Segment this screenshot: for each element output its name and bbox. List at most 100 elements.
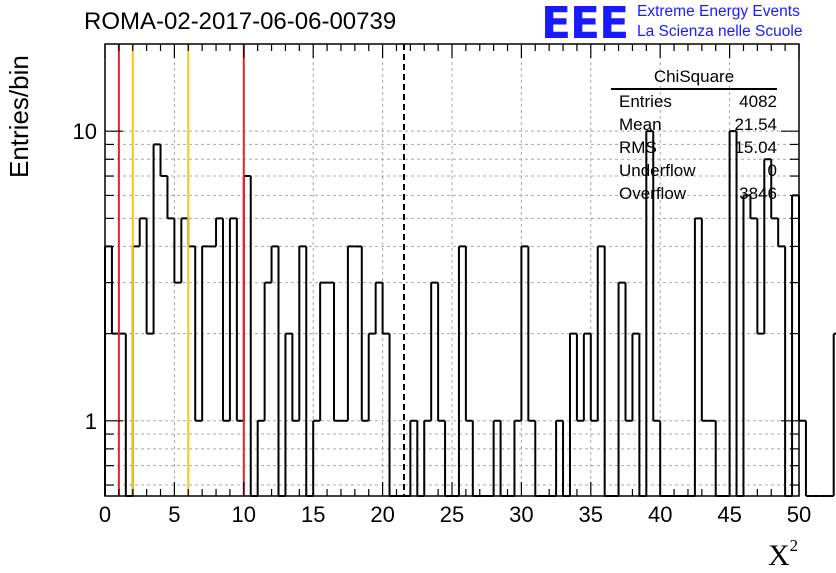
histogram-bin (221, 218, 230, 422)
histogram-bin (298, 245, 307, 421)
histogram-bin (568, 332, 577, 496)
histogram-bin (104, 245, 112, 496)
eee-logo: EEE (541, 0, 629, 49)
histogram-bin (492, 419, 501, 496)
logo-line-2: La Scienza nelle Scuole (637, 23, 803, 40)
histogram-bin (319, 281, 328, 421)
stats-value: 4082 (739, 92, 777, 111)
stats-row-underflow: Underflow 0 (611, 159, 777, 182)
stats-row-overflow: Overflow 3846 (611, 182, 777, 205)
x-tick-label: 50 (787, 502, 811, 527)
stats-row-entries: Entries 4082 (611, 90, 777, 113)
histogram-bin (256, 419, 265, 496)
histogram-bin (367, 332, 376, 421)
histogram-layer (104, 130, 836, 497)
stats-value: 21.54 (734, 115, 777, 134)
stats-value: 0 (767, 161, 777, 180)
histogram-bin (791, 194, 799, 496)
histogram-bin (194, 246, 203, 422)
histogram-bin (333, 282, 341, 422)
stats-value: 15.04 (734, 138, 777, 157)
stats-value: 3846 (739, 184, 777, 203)
histogram-bin (277, 246, 286, 497)
x-axis-label: X2 (768, 536, 798, 573)
axis-ticks: 0 5 10 15 20 25 30 35 40 45 50 1 10 (73, 44, 811, 527)
histogram-bin (652, 131, 661, 422)
histogram-bin (110, 246, 119, 335)
histogram-bin (374, 281, 383, 334)
x-tick-label: 40 (648, 502, 672, 527)
histogram-bin (138, 217, 147, 247)
x-tick-label: 45 (717, 502, 741, 527)
histogram-bin (742, 194, 751, 496)
histogram-bin (166, 176, 175, 220)
histogram-bin (804, 420, 813, 497)
stats-label: Overflow (619, 184, 687, 203)
histogram-bin (249, 176, 258, 497)
histogram-bin (201, 245, 210, 421)
histogram-bin (131, 245, 140, 496)
histogram-bin (215, 217, 223, 247)
histogram-bin (693, 217, 702, 496)
histogram-bin (513, 419, 522, 496)
x-tick-label: 35 (579, 502, 603, 527)
x-tick-label: 15 (301, 502, 325, 527)
y-tick-label: 10 (73, 119, 97, 144)
stats-label: RMS (619, 138, 657, 157)
x-tick-label: 20 (370, 502, 394, 527)
histogram-bin (159, 144, 168, 178)
stats-row-rms: RMS 15.04 (611, 136, 777, 159)
x-tick-label: 30 (509, 502, 533, 527)
stats-label: Underflow (619, 161, 696, 180)
histogram-bin (575, 333, 584, 422)
histogram-bin (381, 282, 390, 335)
y-axis-label: Entries/bin (4, 55, 34, 178)
x-tick-label: 25 (440, 502, 464, 527)
histogram-bin (756, 218, 765, 335)
x-tick-label: 10 (232, 502, 256, 527)
histogram-bin (777, 218, 786, 248)
stats-title: ChiSquare (611, 66, 777, 90)
stats-box: ChiSquare Entries 4082 Mean 21.54 RMS 15… (611, 66, 777, 205)
histogram-bin (464, 246, 473, 422)
histogram-bin (457, 245, 466, 496)
histogram-bin (152, 143, 161, 334)
histogram-bin (728, 130, 737, 496)
stats-row-mean: Mean 21.54 (611, 113, 777, 136)
histogram-bin (437, 282, 446, 422)
x-tick-label: 5 (168, 502, 180, 527)
histogram-bin (228, 217, 237, 421)
histogram-bin (409, 419, 418, 496)
logo-line-1: Extreme Energy Events (637, 3, 800, 20)
histogram-bin (187, 218, 196, 248)
histogram-bin (430, 281, 439, 421)
histogram-bin (527, 246, 536, 422)
histogram-bin (784, 246, 793, 497)
histogram-bin (520, 245, 529, 421)
histogram-bin (749, 195, 758, 220)
x-axis-label-superscript: 2 (789, 536, 799, 555)
histogram-bin (423, 419, 432, 496)
histogram-bin (645, 130, 654, 496)
histogram-bin (624, 282, 633, 422)
histogram-bin (617, 281, 626, 496)
chart-title: ROMA-02-2017-06-06-00739 (84, 8, 397, 35)
x-axis-label-base: X (768, 539, 790, 572)
histogram-bin (388, 333, 397, 497)
histogram-bin (763, 158, 772, 334)
histogram-bin (124, 333, 133, 497)
histogram-bin (346, 245, 355, 421)
histogram-bin (582, 332, 591, 421)
histogram-bin (631, 332, 640, 421)
histogram-bin (555, 419, 564, 496)
histogram-bin (180, 217, 189, 283)
histogram-bin (360, 246, 369, 422)
stats-label: Entries (619, 92, 672, 111)
histogram-bin (798, 195, 806, 422)
histogram-bin (263, 281, 272, 421)
histogram-bin (305, 246, 314, 497)
histogram-bin (638, 333, 647, 497)
histogram-bin (284, 332, 293, 496)
histogram-bin (832, 332, 836, 496)
